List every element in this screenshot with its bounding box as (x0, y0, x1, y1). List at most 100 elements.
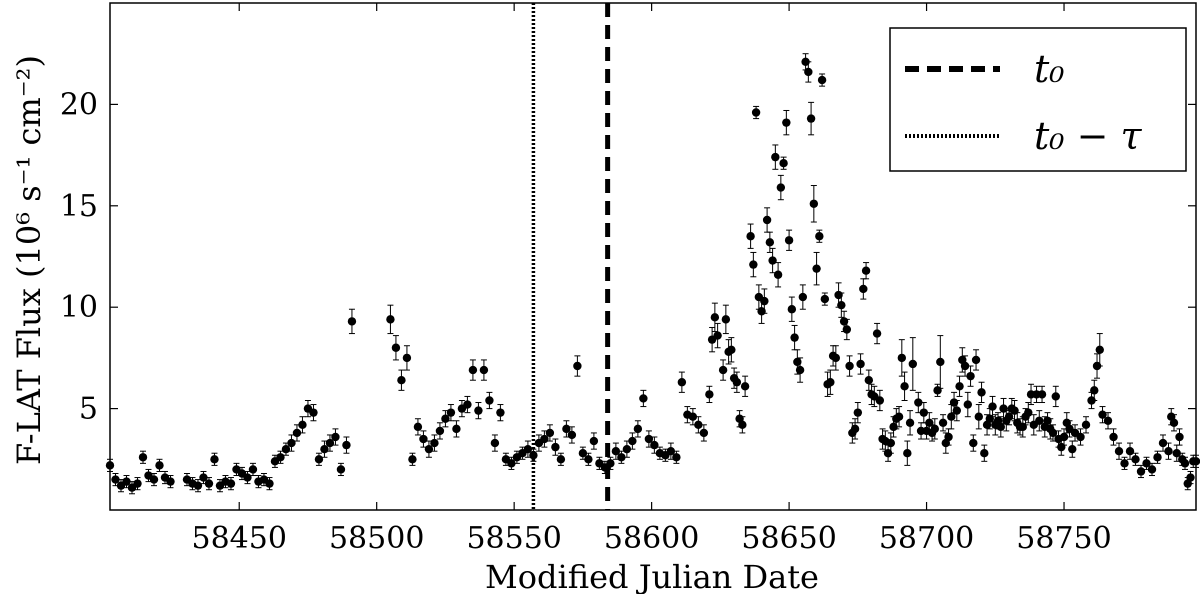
data-point (639, 394, 648, 403)
data-point (1037, 390, 1047, 399)
data-point (853, 408, 863, 417)
data-point (1051, 392, 1060, 401)
data-point (1081, 420, 1091, 430)
data-point (1021, 412, 1030, 421)
data-point (617, 453, 626, 462)
data-point (751, 108, 761, 117)
data-point (413, 422, 423, 432)
legend-label-t0-minus-tau: t₀ − τ (1034, 114, 1143, 158)
data-point (949, 398, 959, 407)
data-point (826, 378, 835, 387)
x-tick-label: 58750 (1016, 521, 1111, 556)
axis-tick-labels: 58450 58500 58550 58600 58650 58700 58750 5 10 15… (60, 87, 1112, 556)
data-point (551, 442, 560, 452)
data-point (842, 325, 852, 334)
y-tick-label: 15 (60, 189, 98, 224)
data-point (790, 333, 799, 342)
data-point (397, 376, 406, 385)
x-axis-label: Modified Julian Date (485, 558, 819, 594)
data-point (1057, 442, 1066, 452)
data-point (672, 453, 681, 462)
data-point (199, 473, 208, 482)
data-point (839, 317, 849, 326)
data-point (155, 461, 164, 470)
data-point (1087, 396, 1096, 405)
data-point (336, 465, 346, 474)
data-point (1125, 446, 1135, 456)
data-point (309, 408, 318, 417)
x-tick-label: 58600 (604, 521, 699, 556)
data-point (837, 300, 846, 310)
data-point (292, 428, 302, 438)
data-point (452, 424, 461, 434)
data-point (721, 315, 731, 324)
data-point (773, 270, 783, 279)
data-point (347, 317, 357, 326)
data-point (1010, 406, 1019, 415)
data-point (314, 455, 324, 464)
data-point (1172, 449, 1181, 458)
data-point (1180, 459, 1190, 468)
data-point (710, 313, 720, 322)
data-point (732, 378, 742, 387)
data-point (927, 428, 937, 438)
data-point (993, 416, 1003, 425)
data-point (919, 408, 929, 417)
data-point (248, 465, 258, 474)
data-point (784, 236, 794, 245)
data-point (960, 361, 970, 371)
data-point (886, 438, 896, 448)
data-point (1068, 444, 1077, 454)
data-point (1092, 361, 1102, 371)
data-point (265, 479, 274, 488)
data-point (578, 449, 588, 458)
data-point (905, 418, 915, 427)
data-point (936, 357, 945, 367)
data-point (740, 382, 750, 391)
data-point (875, 396, 885, 405)
data-point (1147, 465, 1157, 474)
data-point (908, 359, 918, 369)
x-tick-label: 58550 (466, 521, 561, 556)
data-point (713, 331, 722, 340)
data-point (856, 359, 865, 369)
data-point (584, 455, 593, 464)
data-point (1175, 432, 1184, 442)
data-point (806, 114, 816, 123)
data-point (402, 353, 412, 363)
data-point (974, 412, 983, 421)
data-point (955, 382, 964, 391)
data-point (765, 238, 775, 247)
data-point (889, 422, 898, 432)
data-point (1090, 386, 1099, 395)
data-point (947, 412, 956, 421)
data-point (903, 449, 912, 458)
data-point (149, 475, 159, 484)
data-point (677, 378, 687, 387)
data-point (820, 294, 830, 304)
x-tick-label: 58500 (329, 521, 424, 556)
data-point (468, 365, 478, 375)
data-point (897, 353, 907, 363)
data-point (850, 424, 860, 434)
data-point (391, 343, 401, 352)
data-point (435, 426, 445, 436)
data-point (834, 290, 843, 300)
data-point (622, 444, 632, 454)
data-point (776, 183, 786, 192)
data-point (1142, 459, 1151, 468)
data-point (864, 376, 874, 385)
data-point (699, 428, 709, 438)
legend-box (889, 27, 1187, 172)
data-point (1043, 416, 1052, 425)
data-point (999, 404, 1008, 413)
y-axis-label: F-LAT Flux (10⁶ s⁻¹ cm⁻²) (10, 55, 48, 465)
data-point (812, 264, 821, 273)
data-point (859, 284, 868, 294)
data-point (628, 436, 637, 446)
data-point (331, 432, 340, 442)
data-point (980, 449, 989, 458)
data-point (408, 455, 417, 464)
data-point (1153, 453, 1162, 462)
data-point (1136, 467, 1146, 476)
